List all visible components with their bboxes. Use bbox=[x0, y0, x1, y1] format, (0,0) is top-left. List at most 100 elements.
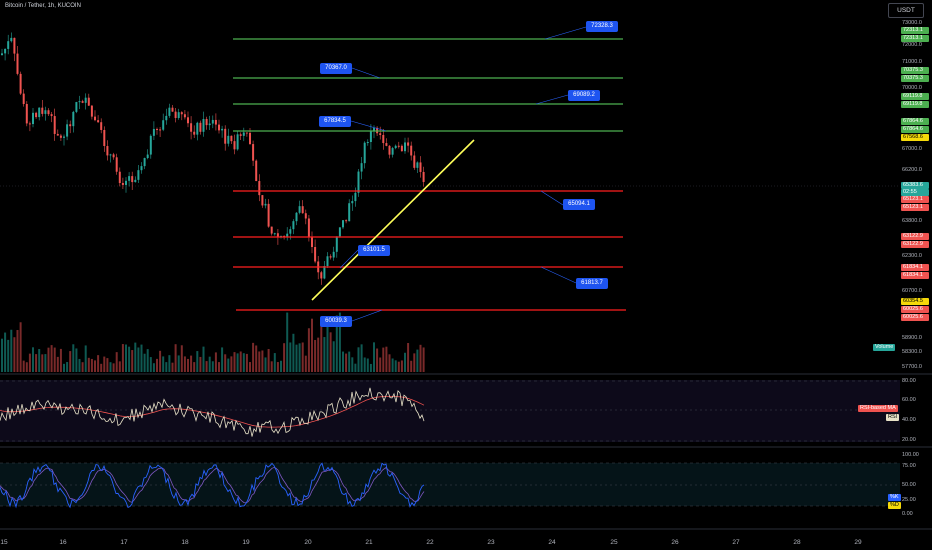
price-axis-label: 70000.0 bbox=[902, 85, 922, 91]
candle-body bbox=[81, 101, 84, 103]
candle-body bbox=[143, 158, 146, 167]
volume-bar bbox=[196, 351, 199, 372]
candle-body bbox=[97, 120, 100, 123]
volume-bar bbox=[35, 354, 38, 372]
volume-bar bbox=[72, 344, 75, 372]
volume-bar bbox=[400, 360, 403, 372]
rsi-ma-label[interactable]: RSI-based MA bbox=[858, 405, 898, 412]
time-axis-label: 20 bbox=[304, 539, 312, 546]
volume-bar bbox=[66, 362, 69, 372]
candle-body bbox=[267, 203, 270, 227]
rsi-band bbox=[0, 380, 900, 442]
candle-body bbox=[174, 111, 177, 118]
price-callout[interactable]: 69089.2 bbox=[568, 90, 600, 101]
volume-bar bbox=[385, 346, 388, 372]
rsi-line[interactable] bbox=[0, 387, 425, 437]
price-callout[interactable]: 70367.0 bbox=[320, 63, 352, 74]
candle-body bbox=[146, 154, 149, 159]
volume-bar bbox=[357, 347, 360, 372]
candle-body bbox=[180, 112, 183, 115]
price-tag: 65123.1 bbox=[901, 204, 929, 211]
candle-body bbox=[221, 128, 224, 131]
volume-bar bbox=[323, 337, 326, 372]
volume-bar bbox=[342, 351, 344, 372]
volume-bar bbox=[162, 356, 165, 372]
candle-body bbox=[245, 132, 248, 134]
trendline[interactable] bbox=[311, 139, 475, 301]
candle-body bbox=[320, 272, 323, 279]
callout-leaders bbox=[339, 26, 587, 322]
price-tag: 72313.1 bbox=[901, 35, 929, 42]
candle-body bbox=[41, 107, 44, 114]
volume-bar bbox=[351, 357, 354, 372]
candle-body bbox=[388, 145, 391, 155]
candle-body bbox=[187, 117, 189, 124]
price-tag: 70375.3 bbox=[901, 75, 929, 82]
candle-body bbox=[121, 182, 124, 185]
stoch-k-label[interactable]: %K bbox=[888, 494, 901, 501]
candle-body bbox=[404, 142, 406, 152]
candle-body bbox=[202, 118, 205, 132]
volume-bar bbox=[47, 347, 50, 372]
candle-body bbox=[47, 110, 50, 115]
volume-bars bbox=[1, 312, 425, 372]
volume-bar bbox=[338, 312, 341, 372]
candle-body bbox=[323, 266, 326, 279]
candle-body bbox=[75, 102, 78, 112]
volume-bar bbox=[22, 360, 25, 372]
candle-body bbox=[249, 132, 251, 145]
rsi-axis-label: 40.00 bbox=[902, 417, 916, 423]
time-axis-label: 27 bbox=[732, 539, 740, 546]
candle-body bbox=[134, 179, 137, 183]
stoch-band bbox=[0, 463, 900, 506]
volume-bar bbox=[289, 342, 292, 372]
volume-bar bbox=[280, 360, 282, 372]
rsi-label[interactable]: RSI bbox=[886, 414, 900, 421]
volume-bar bbox=[121, 344, 124, 372]
volume-bar bbox=[69, 351, 72, 372]
price-callout[interactable]: 72328.3 bbox=[586, 21, 618, 32]
candle-body bbox=[94, 116, 96, 121]
volume-bar bbox=[230, 356, 233, 372]
currency-button[interactable]: USDT bbox=[888, 3, 924, 18]
volume-bar bbox=[156, 358, 158, 372]
volume-bar bbox=[131, 350, 134, 372]
candle-body bbox=[193, 131, 196, 135]
volume-bar bbox=[397, 361, 400, 372]
symbol-title[interactable]: Bitcoin / Tether, 1h, KUCOIN bbox=[5, 3, 81, 9]
stoch-axis-label: 75.00 bbox=[902, 463, 916, 469]
price-callout[interactable]: 67834.5 bbox=[319, 116, 351, 127]
price-callout[interactable]: 63101.5 bbox=[358, 245, 390, 256]
volume-bar bbox=[298, 343, 301, 372]
time-axis-label: 15 bbox=[0, 539, 8, 546]
candle-body bbox=[118, 171, 121, 183]
price-callout[interactable]: 60039.3 bbox=[320, 316, 352, 327]
price-tag: 65383.6 bbox=[901, 182, 929, 189]
volume-bar bbox=[137, 347, 140, 372]
volume-bar bbox=[140, 344, 143, 372]
stoch-d-label[interactable]: %D bbox=[888, 502, 901, 509]
stoch-d-line[interactable] bbox=[0, 466, 425, 504]
rsi-axis-label: 20.00 bbox=[902, 437, 916, 443]
volume-bar bbox=[190, 355, 193, 372]
price-callout[interactable]: 61813.7 bbox=[576, 278, 608, 289]
candle-body bbox=[128, 176, 131, 181]
volume-bar bbox=[7, 339, 10, 372]
candle-body bbox=[205, 118, 208, 126]
volume-bar bbox=[419, 344, 422, 372]
stoch-k-line[interactable] bbox=[0, 462, 425, 509]
volume-bar bbox=[252, 342, 255, 372]
stoch-axis-label: 25.00 bbox=[902, 497, 916, 503]
volume-bar bbox=[407, 343, 410, 372]
volume-bar bbox=[16, 330, 19, 372]
rsi-ma-line[interactable] bbox=[0, 395, 425, 428]
volume-label[interactable]: Volume bbox=[873, 344, 896, 351]
volume-bar bbox=[84, 345, 87, 372]
candle-body bbox=[301, 206, 304, 214]
time-axis-label: 26 bbox=[671, 539, 679, 546]
candlesticks bbox=[1, 32, 425, 285]
candle-body bbox=[199, 122, 202, 132]
price-tag: 63122.9 bbox=[901, 233, 929, 240]
price-callout[interactable]: 65094.1 bbox=[563, 199, 595, 210]
